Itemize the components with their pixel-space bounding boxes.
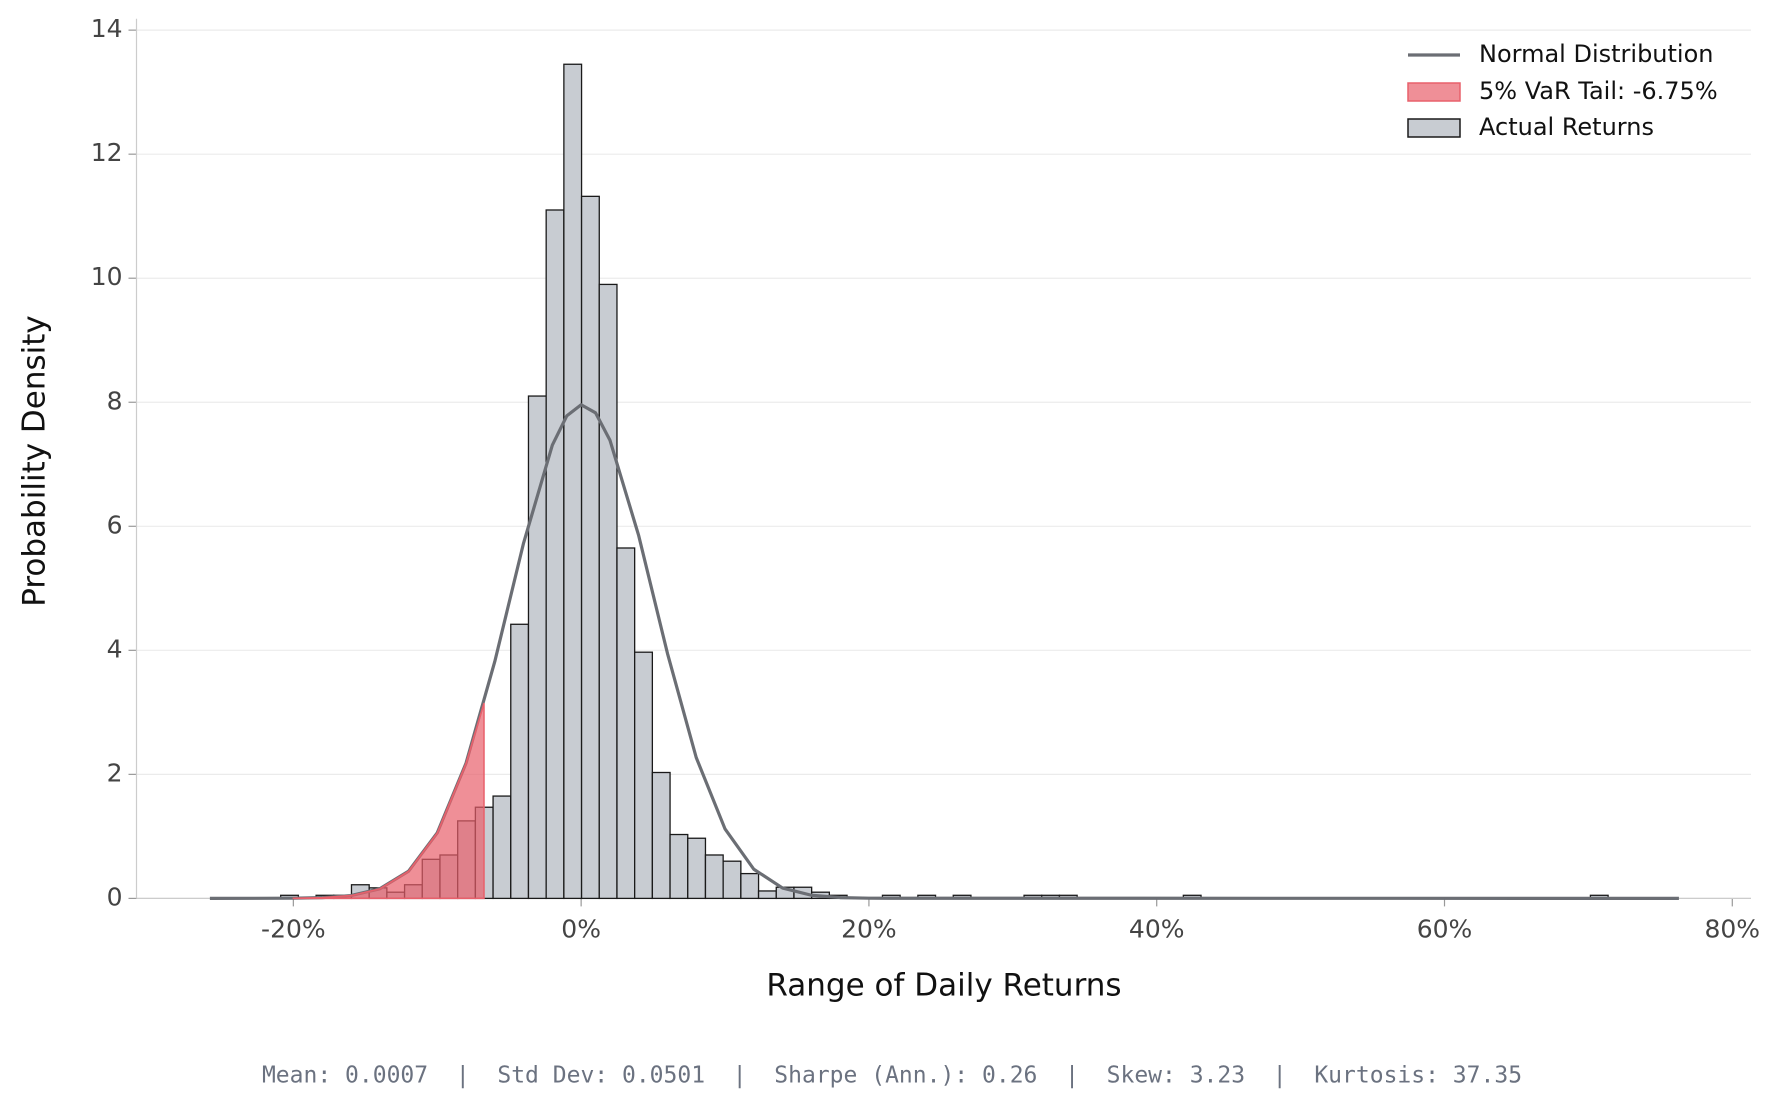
legend-label: 5% VaR Tail: -6.75% (1479, 77, 1718, 105)
y-tick-label: 4 (107, 634, 123, 663)
histogram-bar (757, 890, 777, 900)
y-tick-label: 14 (91, 14, 123, 43)
normal-curve (209, 403, 1679, 900)
y-axis-title: Probability Density (17, 315, 53, 607)
histogram-bar (687, 837, 707, 900)
stats-footer: Mean: 0.0007 | Std Dev: 0.0501 | Sharpe … (262, 1063, 1522, 1089)
x-tick-label: 20% (841, 914, 897, 943)
histogram-bar (651, 771, 671, 900)
legend-swatch (1407, 82, 1461, 102)
var-tail-area (292, 702, 485, 900)
x-tick-label: 40% (1129, 914, 1185, 943)
y-tick-label: 0 (107, 882, 123, 911)
x-tick-label: 0% (561, 914, 601, 943)
histogram-bar (634, 651, 654, 900)
y-tick-label: 12 (91, 138, 123, 167)
histogram-bar (616, 547, 636, 900)
legend-swatch (1407, 118, 1461, 138)
y-tick-label: 2 (107, 758, 123, 787)
x-tick-label: -20% (261, 914, 326, 943)
histogram-bar (669, 833, 689, 900)
x-tick-label: 60% (1417, 914, 1473, 943)
histogram-bar (492, 795, 512, 900)
legend-label: Actual Returns (1479, 113, 1654, 141)
x-axis-title: Range of Daily Returns (766, 968, 1121, 1004)
y-tick-label: 8 (107, 386, 123, 415)
legend-label: Normal Distribution (1479, 40, 1713, 68)
y-tick-label: 10 (91, 262, 123, 291)
histogram-bar (545, 209, 565, 900)
histogram-bar (704, 854, 724, 900)
histogram-bar (580, 195, 600, 900)
histogram-bar (740, 872, 760, 900)
y-tick-label: 6 (107, 510, 123, 539)
histogram-bar (563, 63, 583, 900)
histogram-bar (510, 623, 530, 900)
histogram-bar (722, 860, 742, 900)
x-tick-label: 80% (1705, 914, 1761, 943)
histogram-bar (598, 283, 618, 900)
